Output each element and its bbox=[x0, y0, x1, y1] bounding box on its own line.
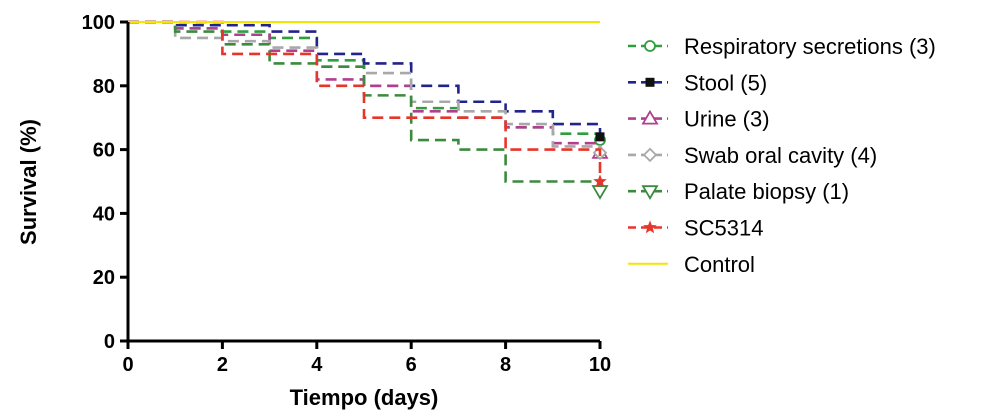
legend-marker bbox=[643, 220, 657, 234]
legend-item: Swab oral cavity (4) bbox=[628, 143, 877, 168]
series-line bbox=[128, 20, 602, 153]
x-tick-label: 4 bbox=[311, 354, 323, 376]
legend-item: Respiratory secretions (3) bbox=[628, 34, 936, 59]
series-line bbox=[128, 20, 602, 182]
legend-marker bbox=[645, 77, 655, 87]
series-5 bbox=[128, 20, 607, 188]
legend-marker bbox=[644, 40, 656, 52]
y-tick-label: 0 bbox=[104, 331, 115, 353]
legend-label: Swab oral cavity (4) bbox=[684, 143, 877, 168]
legend-item: Palate biopsy (1) bbox=[628, 179, 849, 204]
legend-marker bbox=[641, 185, 659, 200]
plot-series bbox=[128, 20, 609, 200]
y-tick-label: 100 bbox=[82, 12, 115, 34]
series-line bbox=[128, 20, 602, 192]
series-3 bbox=[128, 20, 608, 161]
legend-label: Urine (3) bbox=[684, 107, 770, 132]
series-1 bbox=[128, 20, 605, 142]
y-tick-label: 80 bbox=[93, 76, 115, 98]
legend-label: Stool (5) bbox=[684, 70, 767, 95]
series-line bbox=[128, 20, 602, 153]
x-tick-label: 8 bbox=[500, 354, 511, 376]
series-2 bbox=[128, 20, 609, 159]
legend: Respiratory secretions (3) Stool (5) Urine… bbox=[628, 34, 936, 277]
legend-item: Stool (5) bbox=[628, 70, 767, 95]
legend-label: SC5314 bbox=[684, 216, 764, 241]
y-axis-title: Survival (%) bbox=[16, 119, 41, 245]
x-tick-label: 10 bbox=[589, 354, 611, 376]
legend-item: SC5314 bbox=[628, 216, 764, 241]
legend-marker bbox=[641, 109, 659, 125]
x-tick-label: 0 bbox=[122, 354, 133, 376]
legend-label: Control bbox=[684, 252, 755, 277]
y-tick-label: 20 bbox=[93, 267, 115, 289]
series-end-marker bbox=[593, 174, 607, 188]
series-line bbox=[128, 20, 602, 137]
legend-label: Respiratory secretions (3) bbox=[684, 34, 936, 59]
y-tick-label: 40 bbox=[93, 203, 115, 225]
axes bbox=[126, 22, 600, 343]
legend-item: Urine (3) bbox=[628, 107, 770, 132]
x-tick-label: 6 bbox=[406, 354, 417, 376]
x-axis-title: Tiempo (days) bbox=[290, 385, 439, 410]
y-tick-label: 60 bbox=[93, 140, 115, 162]
legend-item: Control bbox=[628, 252, 755, 277]
legend-label: Palate biopsy (1) bbox=[684, 179, 849, 204]
series-end-marker bbox=[595, 132, 605, 142]
series-end-marker bbox=[591, 185, 609, 200]
legend-marker bbox=[642, 147, 658, 163]
x-tick-label: 2 bbox=[217, 354, 228, 376]
